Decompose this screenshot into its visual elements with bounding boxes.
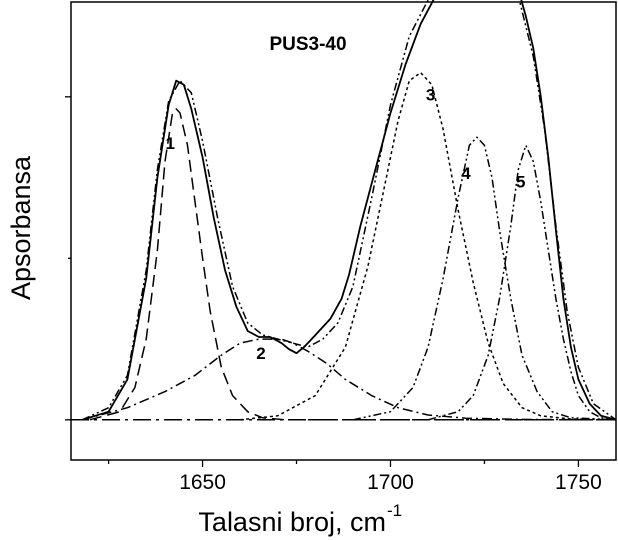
x-tick-label: 1700 — [367, 471, 414, 494]
y-axis-title: Apsorbansa — [6, 155, 36, 300]
y-axis-ticks — [65, 96, 71, 421]
x-axis-ticks: 1650 1700 1750 — [107, 460, 602, 494]
x-tick-label: 1650 — [179, 471, 226, 494]
peak-label: 5 — [516, 172, 525, 191]
peak-labels: 1 2 3 4 5 — [166, 86, 526, 363]
x-axis-title: Talasni broj, cm -1 — [198, 501, 402, 537]
peak-label: 3 — [426, 86, 435, 105]
series-line-2 — [89, 108, 616, 421]
plot-frame — [70, 1, 617, 461]
peak-label: 4 — [461, 164, 471, 183]
peak-label: 2 — [256, 344, 265, 363]
peak-label: 1 — [166, 134, 175, 153]
series-line-6 — [427, 144, 617, 421]
series-group — [71, 0, 617, 421]
series-line-4 — [240, 71, 617, 421]
x-tick-label: 1750 — [555, 471, 602, 494]
x-axis-title-superscript: -1 — [387, 501, 402, 520]
series-line-1 — [81, 0, 617, 421]
chart-title: PUS3-40 — [269, 34, 346, 55]
series-line-5 — [352, 136, 617, 421]
x-axis-title-text: Talasni broj, cm — [198, 507, 386, 537]
series-line-3 — [82, 338, 617, 421]
series-line-0 — [82, 0, 617, 421]
